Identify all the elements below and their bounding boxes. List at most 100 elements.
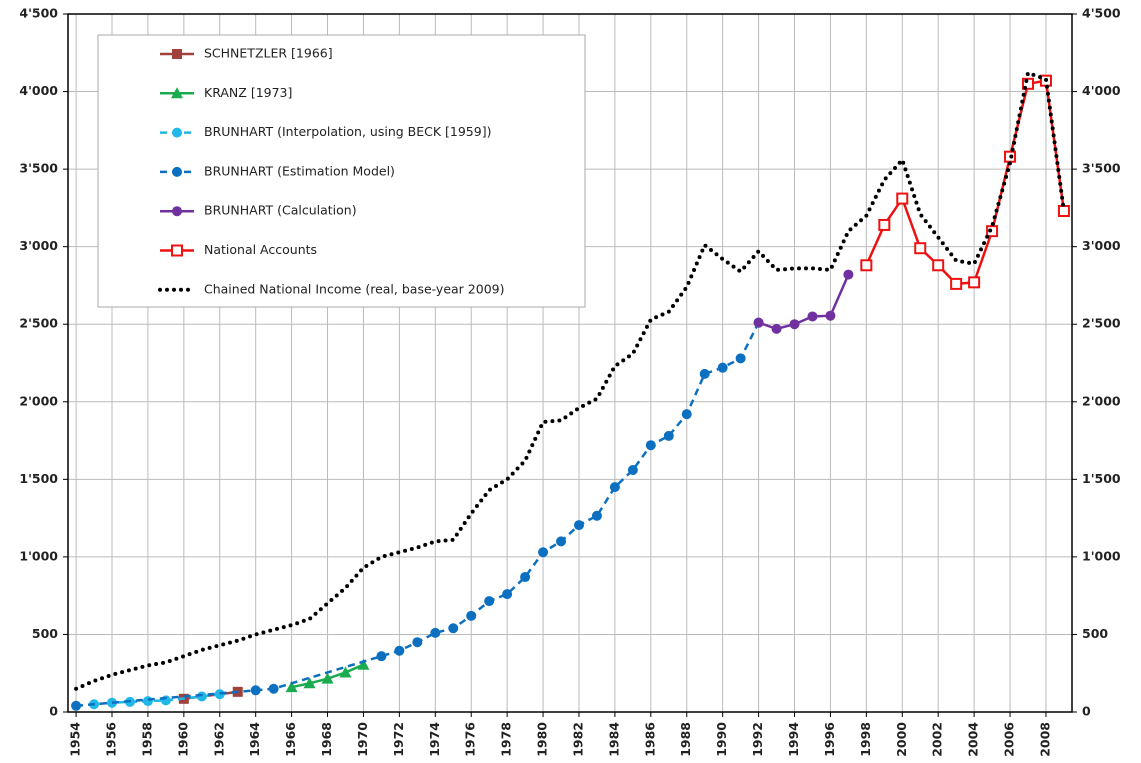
y-tick-label: 4'500 [19, 6, 58, 21]
y2-tick-label: 500 [1082, 626, 1108, 641]
y-tick-label: 1'000 [19, 548, 58, 563]
marker [860, 259, 873, 272]
marker [573, 520, 584, 531]
marker [771, 323, 782, 334]
y2-tick-label: 3'500 [1082, 161, 1121, 176]
series-line [865, 79, 1066, 286]
marker [538, 547, 549, 558]
marker [950, 277, 963, 290]
marker [663, 430, 674, 441]
marker [171, 244, 183, 257]
marker [968, 276, 981, 289]
legend-label: Chained National Income (real, base-year… [204, 281, 504, 296]
y2-tick-label: 3'000 [1082, 238, 1121, 253]
x-tick-label: 1990 [714, 722, 729, 757]
x-tick-label: 1982 [570, 722, 585, 757]
x-tick-label: 1968 [319, 722, 334, 757]
y2-tick-label: 1'500 [1082, 471, 1121, 486]
y-tick-label: 2'500 [19, 316, 58, 331]
series-line [74, 70, 1066, 691]
marker [142, 696, 153, 707]
y-tick-label: 500 [32, 626, 58, 641]
x-tick-label: 1962 [211, 722, 226, 757]
marker [285, 681, 298, 693]
y-tick-label: 3'500 [19, 161, 58, 176]
legend-label: SCHNETZLER [1966] [204, 46, 333, 61]
marker [268, 683, 279, 694]
x-tick-label: 1976 [463, 722, 478, 757]
x-tick-label: 1966 [283, 722, 298, 757]
y-tick-label: 4'000 [19, 83, 58, 98]
marker [556, 536, 567, 547]
y2-tick-label: 2'000 [1082, 393, 1121, 408]
x-tick-label: 1980 [535, 722, 550, 757]
marker [172, 166, 182, 177]
legend-label: KRANZ [1973] [204, 85, 292, 100]
y-tick-label: 1'500 [19, 471, 58, 486]
legend: SCHNETZLER [1966] KRANZ [1973] BRUNHART (I… [97, 34, 586, 308]
marker [591, 510, 602, 521]
marker [807, 311, 818, 322]
x-tick-label: 1992 [750, 722, 765, 757]
marker [321, 672, 334, 684]
marker [843, 269, 854, 280]
marker [412, 637, 423, 648]
y2-tick-label: 1'000 [1082, 548, 1121, 563]
marker [339, 666, 352, 678]
marker [357, 658, 370, 670]
marker [914, 242, 927, 255]
marker [172, 127, 182, 138]
x-tick-label: 1994 [786, 722, 801, 757]
marker [753, 317, 764, 328]
plot-frame [67, 13, 1073, 713]
legend-label: BRUNHART (Interpolation, using BECK [195… [204, 124, 491, 139]
marker [735, 353, 746, 364]
y2-tick-label: 4'500 [1082, 6, 1121, 21]
marker [986, 225, 999, 238]
marker [896, 192, 909, 205]
x-tick-label: 1996 [822, 722, 837, 757]
marker [466, 610, 477, 621]
marker [681, 409, 692, 420]
x-tick-label: 1958 [139, 722, 154, 757]
marker [71, 700, 82, 711]
x-tick-label: 1970 [355, 722, 370, 757]
marker [789, 319, 800, 330]
x-tick-label: 1984 [606, 722, 621, 757]
marker [250, 685, 261, 696]
series-line [75, 322, 760, 708]
y-tick-label: 3'000 [19, 238, 58, 253]
x-tick-label: 1974 [427, 722, 442, 757]
marker [825, 310, 836, 321]
series-line [758, 274, 850, 331]
legend-label: BRUNHART (Estimation Model) [204, 163, 395, 178]
marker [1057, 204, 1070, 217]
marker [520, 572, 531, 583]
y2-tick-label: 4'000 [1082, 83, 1121, 98]
x-tick-label: 1988 [678, 722, 693, 757]
x-tick-label: 1964 [247, 722, 262, 757]
x-tick-label: 2006 [1002, 722, 1017, 757]
x-tick-label: 2000 [894, 722, 909, 757]
y2-tick-label: 0 [1082, 704, 1091, 719]
y-tick-label: 2'000 [19, 393, 58, 408]
x-tick-label: 1954 [68, 722, 83, 757]
marker [627, 465, 638, 476]
y-tick-label: 0 [49, 704, 58, 719]
marker [878, 218, 891, 231]
x-tick-label: 1978 [499, 722, 514, 757]
marker [376, 651, 387, 662]
legend-label: BRUNHART (Calculation) [204, 203, 357, 218]
marker [717, 362, 728, 373]
x-tick-label: 1956 [104, 722, 119, 757]
x-tick-label: 1998 [858, 722, 873, 757]
marker [448, 623, 459, 634]
marker [303, 677, 316, 689]
marker [171, 87, 183, 99]
marker [699, 368, 710, 379]
x-tick-label: 1986 [642, 722, 657, 757]
marker [172, 49, 182, 59]
marker [609, 482, 620, 493]
marker [172, 206, 182, 217]
